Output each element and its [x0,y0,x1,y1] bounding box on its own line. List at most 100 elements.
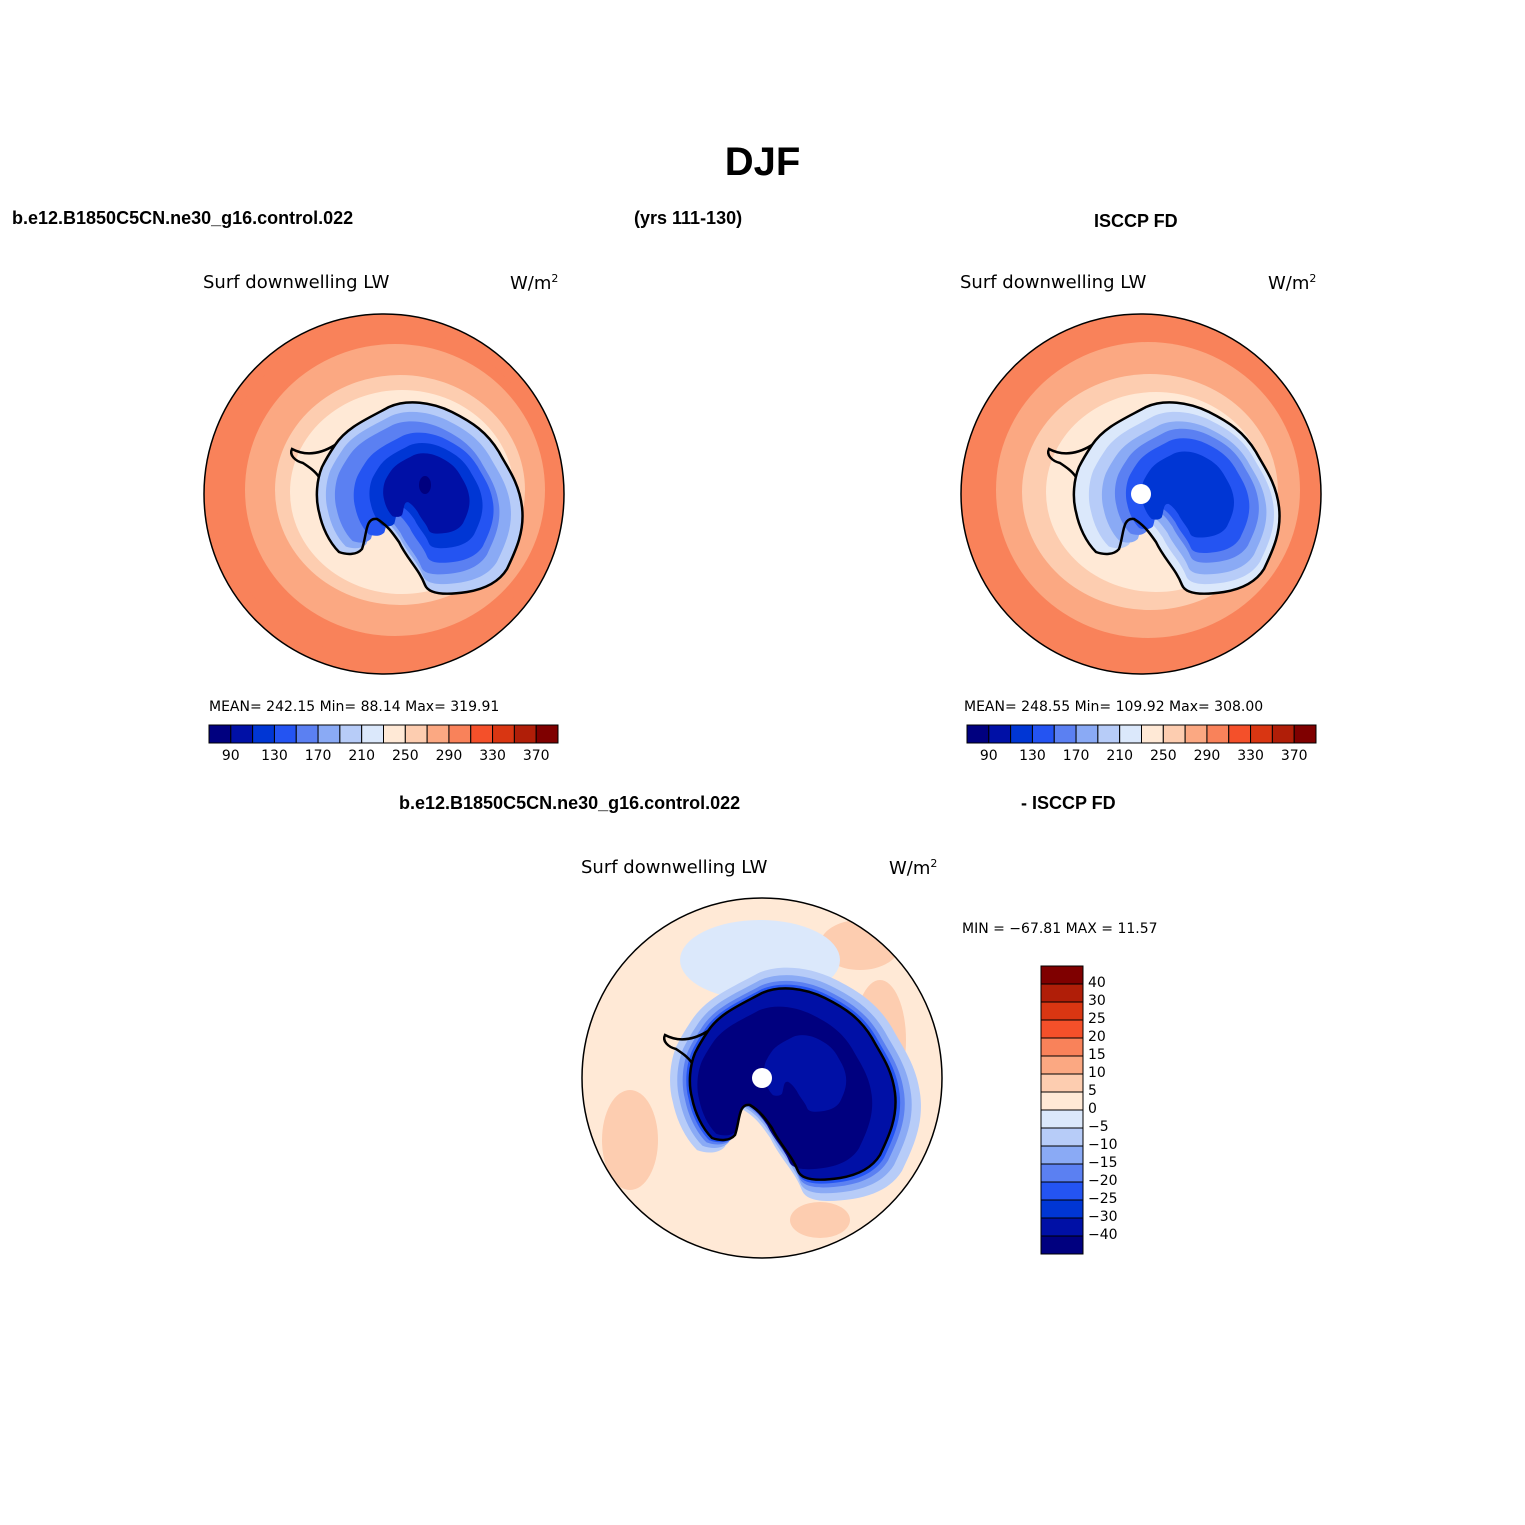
model-colorbar-tick-label: 210 [348,748,376,764]
obs-colorbar-tick-label: 210 [1106,748,1134,764]
obs-name: ISCCP FD [1094,211,1178,231]
obs-colorbar-box [1097,724,1121,744]
model-map-border [203,313,565,675]
diff-colorbar-tick-label: −20 [1088,1173,1118,1189]
diff-colorbar-box [1040,1181,1084,1201]
diff-colorbar [1040,965,1084,1255]
diff-colorbar-box [1040,983,1084,1003]
case-name: b.e12.B1850C5CN.ne30_g16.control.022 [12,208,354,228]
obs-colorbar-box [1271,724,1295,744]
obs-colorbar-tick-label: 250 [1149,748,1177,764]
model-colorbar-tick-label: 290 [435,748,463,764]
obs-colorbar-box [1228,724,1252,744]
main-title: DJF [724,140,801,184]
model-colorbar-tick-label: 170 [304,748,332,764]
diff-colorbar-box [1040,1127,1084,1147]
diff-obs-name: - ISCCP FD [1021,793,1116,813]
model-colorbar-box [383,724,406,744]
model-colorbar-box [535,724,559,744]
obs-map-border [960,313,1322,675]
model-stats: MEAN= 242.15 Min= 88.14 Max= 319.91 [209,699,500,715]
diff-colorbar-tick-label: 30 [1088,993,1106,1009]
model-colorbar-tick-label: 130 [261,748,288,764]
obs-colorbar [966,724,1317,744]
diff-variable-label: Surf downwelling LW [581,857,768,878]
diff-stats: MIN = −67.81 MAX = 11.57 [962,921,1158,937]
model-colorbar-tick-label: 330 [479,748,506,764]
diff-colorbar-tick-label: −5 [1088,1119,1109,1135]
obs-colorbar-box [1293,724,1317,744]
obs-colorbar-tick-label: 90 [979,748,998,764]
diff-case-name: b.e12.B1850C5CN.ne30_g16.control.022 [399,793,741,813]
diff-colorbar-box [1040,1001,1084,1021]
model-colorbar-box [339,724,363,744]
model-colorbar-tick-label: 250 [391,748,419,764]
model-colorbar-box [317,724,341,744]
obs-colorbar-box [1141,724,1164,744]
diff-colorbar-box [1040,1217,1084,1237]
obs-colorbar-box [1075,724,1099,744]
diff-colorbar-box [1040,1073,1084,1093]
diff-colorbar-tick-label: 0 [1088,1101,1097,1117]
diff-colorbar-box [1040,1019,1084,1039]
diff-colorbar-tick-label: −40 [1088,1227,1118,1243]
model-variable-label: Surf downwelling LW [203,272,390,293]
obs-map [961,314,1321,674]
diff-colorbar-tick-label: −15 [1088,1155,1118,1171]
obs-colorbar-box [1053,724,1077,744]
model-colorbar-box [361,724,384,744]
diff-colorbar-box [1040,1235,1084,1255]
model-colorbar [208,724,559,744]
diff-colorbar-box [1040,1145,1084,1165]
diff-colorbar-box [1040,1199,1084,1219]
diff-colorbar-box [1040,1109,1084,1129]
model-colorbar-box [513,724,537,744]
diff-colorbar-tick-label: 40 [1088,975,1106,991]
obs-colorbar-box [1250,724,1273,744]
model-units-label: W/m2 [510,272,559,294]
obs-colorbar-tick-label: 170 [1062,748,1090,764]
diff-colorbar-tick-label: 15 [1088,1047,1106,1063]
obs-colorbar-tick-label: 290 [1193,748,1221,764]
model-colorbar-box [273,724,297,744]
model-colorbar-box [404,724,428,744]
diff-colorbar-tick-label: −10 [1088,1137,1118,1153]
diff-map-border [581,897,943,1259]
diff-colorbar-tick-label: 10 [1088,1065,1106,1081]
obs-colorbar-box [1206,724,1230,744]
diff-colorbar-box [1040,1037,1084,1057]
diff-colorbar-tick-label: 25 [1088,1011,1106,1027]
diff-units-label: W/m2 [889,857,938,879]
obs-colorbar-box [1031,724,1055,744]
model-colorbar-box [470,724,494,744]
diff-colorbar-box [1040,965,1084,985]
obs-colorbar-tick-label: 130 [1019,748,1046,764]
model-colorbar-box [295,724,319,744]
obs-colorbar-box [1184,724,1208,744]
model-colorbar-box [492,724,515,744]
diff-colorbar-tick-label: 5 [1088,1083,1097,1099]
obs-variable-label: Surf downwelling LW [960,272,1147,293]
obs-colorbar-tick-label: 330 [1237,748,1264,764]
model-colorbar-tick-label: 370 [522,748,550,764]
obs-colorbar-box [966,724,990,744]
obs-colorbar-tick-label: 370 [1280,748,1308,764]
model-colorbar-box [230,724,254,744]
model-colorbar-box [448,724,472,744]
diff-colorbar-box [1040,1163,1084,1183]
diff-colorbar-tick-label: −30 [1088,1209,1118,1225]
diff-colorbar-tick-label: 20 [1088,1029,1106,1045]
diff-colorbar-box [1040,1055,1084,1075]
obs-colorbar-box [1162,724,1186,744]
diff-colorbar-tick-label: −25 [1088,1191,1118,1207]
model-colorbar-box [208,724,232,744]
obs-stats: MEAN= 248.55 Min= 109.92 Max= 308.00 [964,699,1264,715]
obs-colorbar-box [988,724,1012,744]
obs-units-label: W/m2 [1268,272,1317,294]
diff-colorbar-box [1040,1091,1084,1111]
model-colorbar-box [426,724,450,744]
diff-map [582,898,942,1258]
years-range: (yrs 111-130) [634,208,743,228]
model-map [204,314,564,674]
